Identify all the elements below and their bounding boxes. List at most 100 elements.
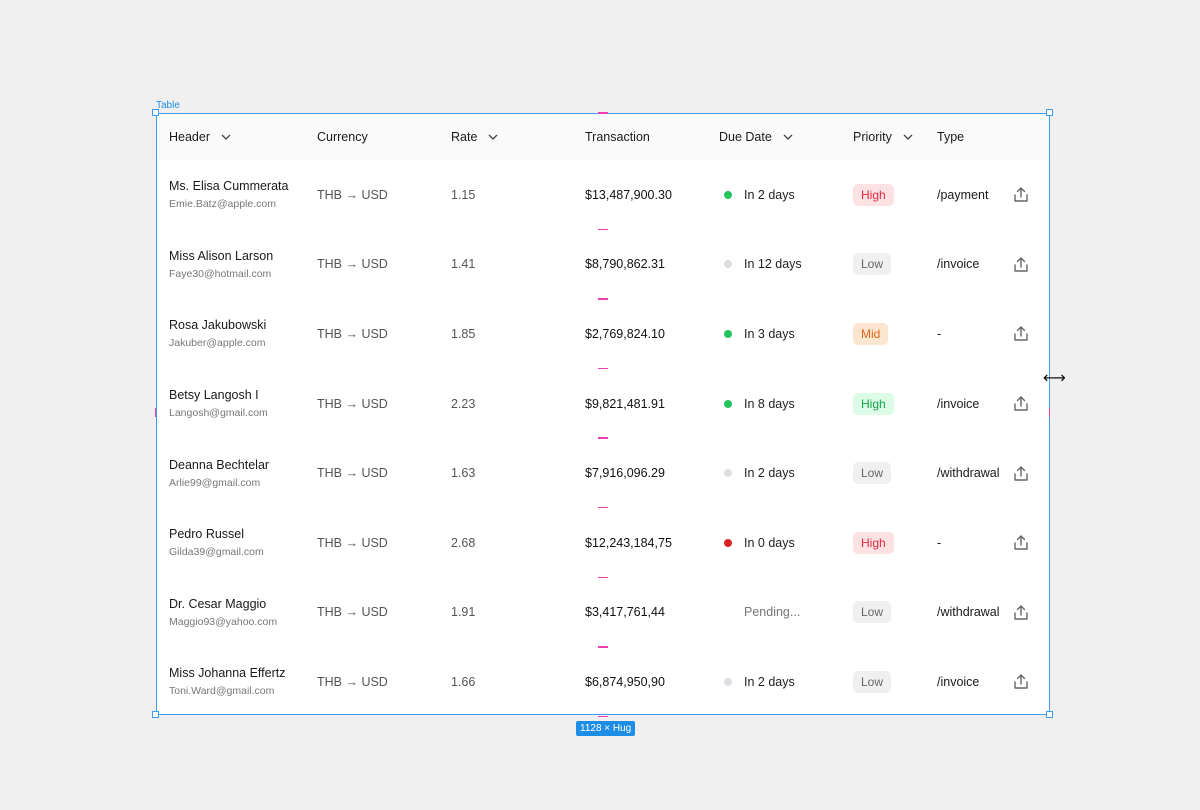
export-icon[interactable] (1013, 325, 1029, 342)
due-status-text: In 2 days (744, 187, 795, 202)
export-icon[interactable] (1013, 186, 1029, 203)
type-cell: - (937, 535, 942, 550)
due-date-cell: In 3 days (724, 299, 795, 369)
resize-handle-bottom-right[interactable] (1046, 711, 1053, 718)
person-email: Jakuber@apple.com (169, 337, 266, 350)
export-icon[interactable] (1013, 534, 1029, 551)
spacing-marker (598, 715, 608, 718)
person-cell: Ms. Elisa Cummerata Emie.Batz@apple.com (169, 160, 309, 230)
priority-badge: Low (853, 601, 892, 624)
spacing-marker (598, 367, 608, 370)
spacing-marker (598, 506, 608, 509)
column-header-currency[interactable]: Currency (317, 114, 368, 160)
column-header-rate[interactable]: Rate (451, 114, 499, 160)
export-icon[interactable] (1013, 465, 1029, 482)
left-edge-marker (155, 408, 156, 417)
status-dot (724, 329, 732, 338)
chevron-down-icon[interactable] (220, 131, 232, 143)
export-button[interactable] (1013, 160, 1029, 230)
rate-cell: 1.66 (451, 674, 476, 689)
rate-cell: 2.23 (451, 396, 476, 411)
priority-badge: Low (853, 253, 892, 276)
column-header-label: Transaction (585, 130, 650, 144)
type-cell: /withdrawal (937, 466, 1000, 481)
due-status-text: In 8 days (744, 396, 795, 411)
export-icon[interactable] (1013, 395, 1029, 412)
priority-cell: Low (853, 438, 892, 508)
table-row[interactable]: Miss Johanna Effertz Toni.Ward@gmail.com… (157, 647, 1049, 718)
column-header-transaction[interactable]: Transaction (585, 114, 650, 160)
person-cell: Betsy Langosh I Langosh@gmail.com (169, 369, 309, 439)
spacing-marker (598, 646, 608, 648)
priority-badge: Low (853, 462, 892, 485)
chevron-down-icon[interactable] (902, 131, 914, 143)
export-icon[interactable] (1013, 256, 1029, 273)
type-cell: /invoice (937, 257, 980, 272)
person-name: Pedro Russel (169, 527, 245, 542)
export-button[interactable] (1013, 508, 1029, 578)
column-header-due-date[interactable]: Due Date (719, 114, 794, 160)
table-row[interactable]: Ms. Elisa Cummerata Emie.Batz@apple.com … (157, 160, 1049, 231)
currency-cell: THB → USD (317, 326, 388, 341)
table-row[interactable]: Pedro Russel Gilda39@gmail.com THB → USD… (157, 508, 1049, 579)
type-cell: /withdrawal (937, 605, 1000, 620)
person-email: Toni.Ward@gmail.com (169, 685, 275, 698)
due-status-text: Pending... (744, 605, 801, 620)
priority-cell: Mid (853, 299, 889, 369)
column-header-label: Type (937, 130, 965, 144)
data-table: Header Currency Rate Transaction Due Dat… (156, 113, 1050, 718)
column-header-label: Rate (451, 130, 478, 144)
table-row[interactable]: Betsy Langosh I Langosh@gmail.com THB → … (157, 369, 1049, 439)
status-dot (724, 190, 732, 199)
type-cell: - (937, 326, 942, 341)
person-name: Betsy Langosh I (169, 388, 259, 403)
resize-handle-top-right[interactable] (1046, 109, 1053, 116)
transaction-amount: $6,874,950,90 (585, 674, 665, 689)
rate-cell: 2.68 (451, 535, 476, 550)
export-button[interactable] (1013, 438, 1029, 508)
person-email: Maggio93@yahoo.com (169, 615, 278, 628)
transaction-amount: $13,487,900.30 (585, 187, 672, 202)
column-header-priority[interactable]: Priority (853, 114, 914, 160)
export-button[interactable] (1013, 369, 1029, 439)
chevron-down-icon[interactable] (487, 131, 499, 143)
status-dot (724, 399, 732, 408)
resize-handle-top-left[interactable] (152, 109, 159, 116)
priority-cell: Low (853, 230, 892, 300)
column-header-label: Currency (317, 130, 368, 144)
table-row[interactable]: Rosa Jakubowski Jakuber@apple.com THB → … (157, 299, 1049, 370)
status-dot (724, 469, 732, 478)
currency-cell: THB → USD (317, 466, 388, 481)
person-name: Miss Johanna Effertz (169, 666, 286, 681)
export-button[interactable] (1013, 299, 1029, 369)
resize-handle-bottom-left[interactable] (152, 711, 159, 718)
due-date-cell: Pending... (724, 578, 800, 648)
export-button[interactable] (1013, 647, 1029, 717)
spacing-marker (598, 228, 608, 231)
chevron-down-icon[interactable] (782, 131, 794, 143)
export-button[interactable] (1013, 230, 1029, 300)
person-cell: Miss Johanna Effertz Toni.Ward@gmail.com (169, 647, 309, 717)
currency-cell: THB → USD (317, 187, 388, 202)
rate-cell: 1.41 (451, 257, 476, 272)
due-status-text: In 0 days (744, 535, 795, 550)
table-row[interactable]: Deanna Bechtelar Arlie99@gmail.com THB →… (157, 438, 1049, 509)
table-row[interactable]: Dr. Cesar Maggio Maggio93@yahoo.com THB … (157, 578, 1049, 648)
column-header-type[interactable]: Type (937, 114, 964, 160)
due-status-text: In 3 days (744, 326, 795, 341)
type-cell: /invoice (937, 396, 980, 411)
column-header-header[interactable]: Header (169, 114, 232, 160)
export-button[interactable] (1013, 578, 1029, 648)
due-status-text: In 2 days (744, 466, 795, 481)
export-icon[interactable] (1013, 673, 1029, 690)
table-row[interactable]: Miss Alison Larson Faye30@hotmail.com TH… (157, 230, 1049, 300)
frame-label: Table (156, 100, 180, 111)
person-email: Arlie99@gmail.com (169, 476, 261, 489)
export-icon[interactable] (1013, 604, 1029, 621)
person-cell: Dr. Cesar Maggio Maggio93@yahoo.com (169, 578, 309, 648)
due-date-cell: In 2 days (724, 438, 795, 508)
transaction-amount: $3,417,761,44 (585, 605, 665, 620)
person-cell: Miss Alison Larson Faye30@hotmail.com (169, 230, 309, 300)
transaction-amount: $2,769,824.10 (585, 326, 665, 341)
due-status-text: In 12 days (744, 257, 802, 272)
